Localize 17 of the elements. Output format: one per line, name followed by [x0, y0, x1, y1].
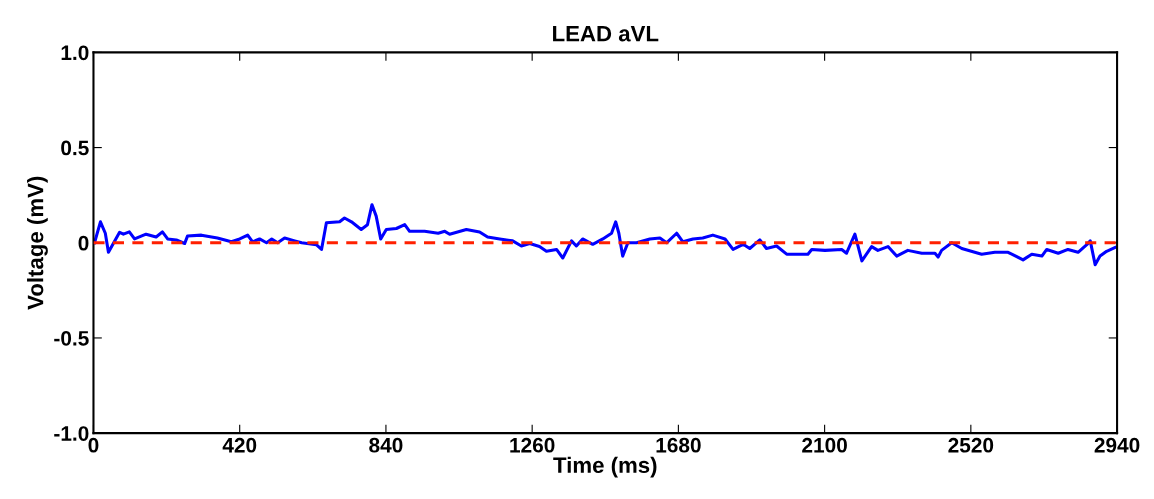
- y-axis-title: Voltage (mV): [27, 176, 48, 310]
- x-tick-label: 1680: [656, 437, 701, 453]
- line-series: [93, 203, 1117, 267]
- x-tick-label: 2520: [948, 437, 994, 453]
- x-tick-label: 2940: [1094, 437, 1140, 453]
- chart-title: LEAD aVL: [553, 26, 659, 42]
- y-tick-label: 0.5: [61, 140, 89, 156]
- x-tick-label: 840: [369, 437, 403, 453]
- x-tick-label: 0: [88, 437, 99, 453]
- y-tick-label: -1.0: [54, 426, 89, 441]
- x-axis-title: Time (ms): [553, 456, 657, 478]
- y-tick-label: -0.5: [54, 330, 89, 346]
- x-tick-label: 2100: [802, 437, 847, 453]
- x-tick-label: 1260: [510, 437, 555, 453]
- x-tick-label: 420: [222, 437, 257, 453]
- y-tick-label: 0: [78, 235, 89, 251]
- y-tick-label: 1.0: [61, 45, 89, 61]
